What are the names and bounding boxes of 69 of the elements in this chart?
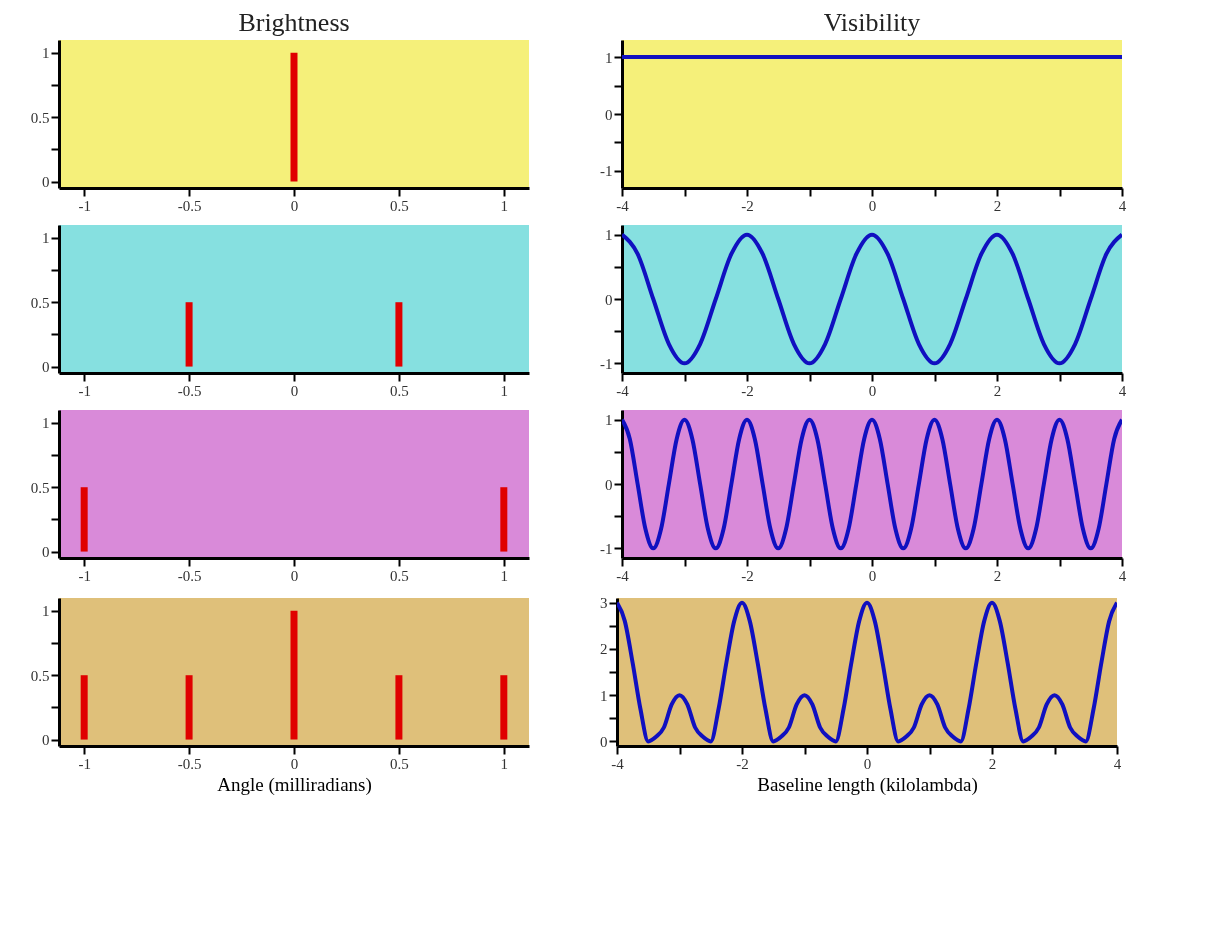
x-tick-label: -4 <box>616 382 630 399</box>
y-tick-label: 0 <box>605 291 613 308</box>
x-tick-label: -4 <box>616 197 630 214</box>
x-tick-label: 4 <box>1113 755 1122 772</box>
y-tick-label: 0.5 <box>30 479 50 496</box>
y-tick-label: 0 <box>42 359 50 376</box>
y-tick-label: 1 <box>42 415 50 432</box>
x-tick-label: 4 <box>1118 382 1127 399</box>
y-tick-label: 1 <box>605 412 613 429</box>
y-tick-label: 1 <box>605 227 613 244</box>
y-tick-label: 1 <box>42 603 50 620</box>
x-tick-label: 0 <box>868 197 877 214</box>
y-tick-label: -1 <box>600 540 613 557</box>
y-tick-label: 0.5 <box>30 109 50 126</box>
x-tick-label: 0 <box>290 755 299 772</box>
x-tick-label: -0.5 <box>177 382 202 399</box>
x-tick-label: -1 <box>78 755 91 772</box>
x-tick-label: 4 <box>1118 197 1127 214</box>
x-tick-label: 1 <box>500 197 509 214</box>
x-tick-label: -2 <box>741 382 754 399</box>
x-tick-label: -1 <box>78 382 91 399</box>
y-tick-label: -1 <box>600 355 613 372</box>
x-tick-label: -0.5 <box>177 755 202 772</box>
x-tick-label: 2 <box>988 755 997 772</box>
y-tick-label: 0.5 <box>30 667 50 684</box>
x-tick-label: -2 <box>741 197 754 214</box>
y-tick-label: 0 <box>42 174 50 191</box>
x-tick-label: 0 <box>290 382 299 399</box>
chart-title: Brightness <box>238 8 350 37</box>
x-tick-label: 1 <box>500 567 509 584</box>
x-tick-label: -0.5 <box>177 567 202 584</box>
y-tick-label: 0 <box>600 733 608 750</box>
x-tick-label: -2 <box>741 567 754 584</box>
x-tick-label: 0 <box>290 197 299 214</box>
y-tick-label: 0 <box>605 106 613 123</box>
x-tick-label: 2 <box>993 382 1002 399</box>
x-tick-label: 0.5 <box>390 382 409 399</box>
y-tick-label: 0 <box>42 544 50 561</box>
x-tick-label: 0.5 <box>390 755 409 772</box>
chart-title: Visibility <box>823 8 921 37</box>
y-tick-label: 1 <box>42 230 50 247</box>
x-tick-label: 0.5 <box>390 197 409 214</box>
y-tick-label: 1 <box>42 45 50 62</box>
x-tick-label: -2 <box>736 755 749 772</box>
y-tick-label: 0 <box>42 732 50 749</box>
x-tick-label: 2 <box>993 567 1002 584</box>
y-tick-label: 1 <box>600 687 608 704</box>
x-tick-label: 0 <box>868 382 877 399</box>
x-tick-label: -4 <box>611 755 625 772</box>
y-tick-label: 0.5 <box>30 294 50 311</box>
x-tick-label: 4 <box>1118 567 1127 584</box>
x-tick-label: 0 <box>868 567 877 584</box>
x-axis-title: Baseline length (kilolambda) <box>757 773 978 796</box>
y-tick-label: 0 <box>605 476 613 493</box>
y-tick-label: -1 <box>600 163 613 180</box>
y-tick-label: 3 <box>600 595 608 612</box>
x-axis-title: Angle (milliradians) <box>217 773 372 796</box>
x-tick-label: 2 <box>993 197 1002 214</box>
x-tick-label: -1 <box>78 567 91 584</box>
x-tick-label: -1 <box>78 197 91 214</box>
y-tick-label: 1 <box>605 49 613 66</box>
x-tick-label: 1 <box>500 382 509 399</box>
x-tick-label: 1 <box>500 755 509 772</box>
x-tick-label: -4 <box>616 567 630 584</box>
x-tick-label: -0.5 <box>177 197 202 214</box>
x-tick-label: 0.5 <box>390 567 409 584</box>
x-tick-label: 0 <box>290 567 299 584</box>
x-tick-label: 0 <box>863 755 872 772</box>
y-tick-label: 2 <box>600 641 608 658</box>
